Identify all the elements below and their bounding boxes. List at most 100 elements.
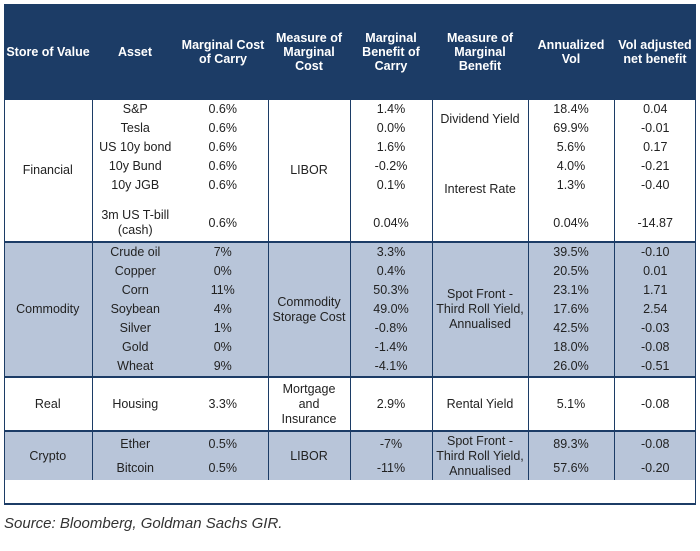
spacer-cell (527, 195, 614, 205)
vol-cell: 57.6% (527, 456, 614, 480)
header-benefit: Marginal Benefit of Carry (350, 4, 432, 100)
cost-cell: 0% (178, 338, 268, 357)
benefit-cell: -11% (349, 456, 432, 480)
asset-cell: Crude oil (91, 241, 178, 262)
asset-cell: 10y Bund (91, 157, 178, 176)
vol-cell: 26.0% (527, 357, 614, 377)
table-row: Bitcoin 0.5% -11% 57.6% -0.20 (4, 456, 696, 480)
spacer-cell (178, 195, 268, 205)
store-real: Real (4, 376, 92, 431)
net-cell: 2.54 (613, 300, 696, 319)
cost-cell: 9% (178, 357, 268, 377)
vol-cell: 17.6% (527, 300, 614, 319)
header-cost: Marginal Cost of Carry (178, 4, 268, 100)
table-row: Commodity Crude oil 7% Commodity Storage… (4, 241, 696, 377)
benefit-cell: -1.4% (349, 338, 432, 357)
spacer-cell (349, 195, 432, 205)
vol-cell: 23.1% (527, 281, 614, 300)
header-net: Vol adjusted net benefit (614, 4, 696, 100)
store-commodity: Commodity (4, 241, 92, 377)
asset-cell: Gold (91, 338, 178, 357)
source-note: Source: Bloomberg, Goldman Sachs GIR. (4, 515, 283, 532)
cost-cell: 0.6% (178, 157, 268, 176)
net-cell: -14.87 (613, 205, 696, 242)
asset-cell: Tesla (91, 119, 178, 138)
vol-cell: 42.5% (527, 319, 614, 338)
cost-cell: 0.6% (178, 205, 268, 242)
table-row: Silver 1% -0.8% 42.5% -0.03 (4, 319, 696, 338)
asset-cell: Corn (91, 281, 178, 300)
asset-cell: Soybean (91, 300, 178, 319)
vol-cell: 39.5% (527, 241, 614, 262)
asset-cell: US 10y bond (91, 138, 178, 157)
carry-table: Store of Value Asset Marginal Cost of Ca… (4, 4, 696, 480)
net-cell: -0.08 (613, 376, 696, 431)
store-financial: Financial (4, 100, 92, 242)
benefit-cell: -0.8% (349, 319, 432, 338)
table-row: Corn 11% 50.3% 23.1% 1.71 (4, 281, 696, 300)
table-row: 10y Bund 0.6% -0.2% 4.0% -0.21 (4, 157, 696, 176)
table-row (4, 195, 696, 205)
benefit-cell: 50.3% (349, 281, 432, 300)
table-row: Tesla 0.6% 0.0% 69.9% -0.01 (4, 119, 696, 138)
benefit-cell: -4.1% (349, 357, 432, 377)
benefit-cell: 49.0% (349, 300, 432, 319)
table-row: Financial S&P 0.6% LIBOR 1.4% Dividend Y… (4, 100, 696, 242)
net-cell: -0.20 (613, 456, 696, 480)
net-cell: -0.08 (613, 338, 696, 357)
net-cell: 0.04 (613, 100, 696, 119)
asset-cell: Silver (91, 319, 178, 338)
net-cell: -0.21 (613, 157, 696, 176)
benefit-cell: 1.6% (349, 138, 432, 157)
cost-cell: 11% (178, 281, 268, 300)
cost-measure-real: Mortgage and Insurance (267, 376, 350, 431)
asset-cell: Bitcoin (91, 456, 178, 480)
cost-cell: 4% (178, 300, 268, 319)
header-asset: Asset (92, 4, 178, 100)
net-cell: 0.17 (613, 138, 696, 157)
spacer-cell (91, 195, 178, 205)
header-cost-measure: Measure of Marginal Cost (268, 4, 350, 100)
asset-cell: Ether (91, 430, 178, 456)
table-row: 3m US T-bill (cash) 0.6% 0.04% 0.04% -14… (4, 205, 696, 242)
asset-cell: 3m US T-bill (cash) (91, 205, 178, 242)
cost-cell: 0.6% (178, 100, 268, 119)
cost-cell: 0.6% (178, 138, 268, 157)
cost-cell: 0.6% (178, 176, 268, 195)
vol-cell: 4.0% (527, 157, 614, 176)
net-cell: 1.71 (613, 281, 696, 300)
vol-cell: 5.1% (527, 376, 614, 431)
header-store: Store of Value (4, 4, 92, 100)
benefit-cell: 0.1% (349, 176, 432, 195)
cost-measure-financial: LIBOR (267, 100, 350, 242)
net-cell: -0.40 (613, 176, 696, 195)
cost-cell: 3.3% (178, 376, 268, 431)
cost-cell: 1% (178, 319, 268, 338)
spacer-cell (613, 195, 696, 205)
vol-cell: 89.3% (527, 430, 614, 456)
benefit-cell: 0.04% (349, 205, 432, 242)
net-cell: -0.03 (613, 319, 696, 338)
table-row: Real Housing 3.3% Mortgage and Insurance… (4, 376, 696, 431)
benefit-cell: -0.2% (349, 157, 432, 176)
asset-cell: S&P (91, 100, 178, 119)
vol-cell: 1.3% (527, 176, 614, 195)
vol-cell: 69.9% (527, 119, 614, 138)
net-cell: 0.01 (613, 262, 696, 281)
benefit-measure-real: Rental Yield (431, 376, 528, 431)
benefit-cell: 2.9% (349, 376, 432, 431)
benefit-cell: 1.4% (349, 100, 432, 119)
asset-cell: 10y JGB (91, 176, 178, 195)
vol-cell: 5.6% (527, 138, 614, 157)
header-benefit-measure: Measure of Marginal Benefit (432, 4, 528, 100)
net-cell: -0.10 (613, 241, 696, 262)
header-vol: Annualized Vol (528, 4, 614, 100)
store-crypto: Crypto (4, 430, 92, 480)
benefit-measure-crypto: Spot Front - Third Roll Yield, Annualise… (431, 430, 528, 480)
net-cell: -0.08 (613, 430, 696, 456)
table-row: US 10y bond 0.6% 1.6% Interest Rate 5.6%… (4, 138, 696, 242)
header-row: Store of Value Asset Marginal Cost of Ca… (4, 4, 696, 100)
cost-cell: 0.5% (178, 456, 268, 480)
cost-cell: 0.5% (178, 430, 268, 456)
asset-cell: Copper (91, 262, 178, 281)
